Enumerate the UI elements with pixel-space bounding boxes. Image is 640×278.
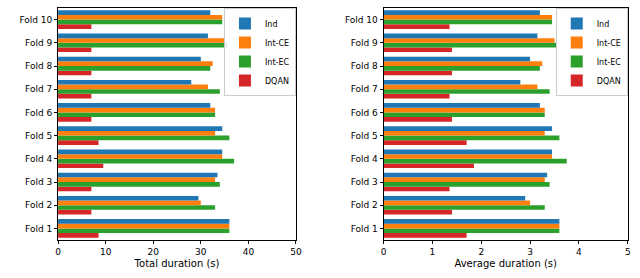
svg-text:Fold 5: Fold 5 <box>25 131 52 141</box>
svg-text:Int-EC: Int-EC <box>265 58 290 67</box>
svg-text:Fold 7: Fold 7 <box>351 84 378 94</box>
svg-text:DQAN: DQAN <box>265 77 289 86</box>
svg-text:Fold 2: Fold 2 <box>25 200 52 210</box>
svg-text:Fold 4: Fold 4 <box>351 154 378 164</box>
svg-text:1: 1 <box>430 247 436 257</box>
svg-text:3: 3 <box>527 247 533 257</box>
svg-text:Fold 4: Fold 4 <box>25 154 52 164</box>
svg-text:0: 0 <box>381 247 387 257</box>
svg-text:Int-CE: Int-CE <box>597 39 621 48</box>
svg-text:Fold 10: Fold 10 <box>19 15 52 25</box>
svg-text:5: 5 <box>625 247 631 257</box>
svg-text:Fold 10: Fold 10 <box>345 15 378 25</box>
svg-text:Fold 1: Fold 1 <box>351 224 378 234</box>
svg-text:Int-CE: Int-CE <box>265 39 289 48</box>
svg-text:40: 40 <box>243 247 255 257</box>
svg-text:Average duration (s): Average duration (s) <box>454 258 557 269</box>
svg-text:Fold 3: Fold 3 <box>25 177 52 187</box>
svg-text:Int-EC: Int-EC <box>597 58 622 67</box>
svg-text:Ind: Ind <box>265 20 278 29</box>
svg-text:2: 2 <box>478 247 484 257</box>
svg-text:Fold 6: Fold 6 <box>351 108 378 118</box>
svg-text:Ind: Ind <box>597 20 610 29</box>
svg-text:Total duration (s): Total duration (s) <box>134 258 220 269</box>
svg-text:50: 50 <box>290 247 302 257</box>
svg-text:Fold 5: Fold 5 <box>351 131 378 141</box>
svg-text:Fold 6: Fold 6 <box>25 108 52 118</box>
svg-text:4: 4 <box>576 247 582 257</box>
svg-text:30: 30 <box>195 247 207 257</box>
svg-text:Fold 2: Fold 2 <box>351 200 378 210</box>
svg-text:10: 10 <box>100 247 112 257</box>
svg-text:Fold 9: Fold 9 <box>351 38 378 48</box>
svg-text:0: 0 <box>55 247 61 257</box>
svg-text:Fold 8: Fold 8 <box>351 61 378 71</box>
svg-text:DQAN: DQAN <box>597 77 621 86</box>
svg-text:Fold 3: Fold 3 <box>351 177 378 187</box>
svg-text:Fold 9: Fold 9 <box>25 38 52 48</box>
svg-text:20: 20 <box>148 247 160 257</box>
svg-text:Fold 1: Fold 1 <box>25 224 52 234</box>
svg-text:Fold 7: Fold 7 <box>25 84 52 94</box>
svg-text:Fold 8: Fold 8 <box>25 61 52 71</box>
